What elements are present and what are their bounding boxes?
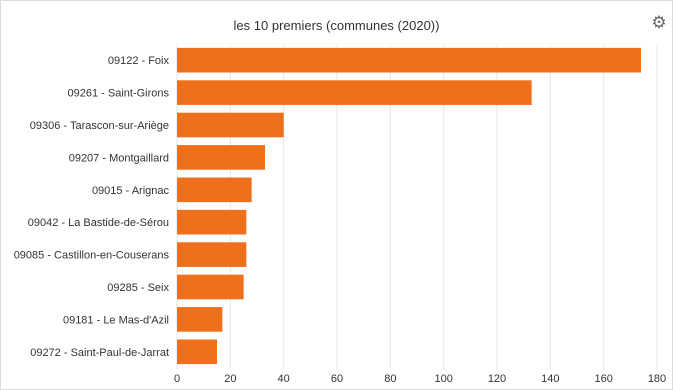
x-tick-label: 180 — [648, 373, 666, 385]
x-tick-label: 100 — [434, 373, 452, 385]
gear-icon[interactable]: ⚙ — [651, 13, 667, 32]
bar[interactable] — [177, 47, 641, 73]
category-label: 09306 - Tarascon-sur-Ariège — [30, 120, 169, 132]
x-tick-label: 0 — [174, 373, 180, 385]
category-label: 09261 - Saint-Girons — [68, 88, 170, 100]
x-tick-label: 140 — [541, 373, 559, 385]
category-label: 09285 - Seix — [107, 282, 169, 294]
bar[interactable] — [177, 209, 247, 235]
bar[interactable] — [177, 307, 223, 332]
category-label: 09042 - La Bastide-de-Sérou — [28, 217, 169, 229]
x-tick-label: 160 — [594, 373, 612, 385]
x-axis-ticks: 0 20 40 60 80 100 120 140 160 180 — [174, 373, 666, 385]
bar[interactable] — [177, 242, 247, 267]
category-labels: 09122 - Foix 09261 - Saint-Girons 09306 - … — [14, 55, 170, 359]
category-label: 09207 - Montgaillard — [69, 152, 169, 164]
x-tick-label: 40 — [278, 373, 290, 385]
bar[interactable] — [177, 274, 244, 300]
x-tick-label: 20 — [224, 373, 236, 385]
chart-title: les 10 premiers (communes (2020)) — [233, 18, 440, 33]
x-tick-label: 120 — [488, 373, 506, 385]
bar[interactable] — [177, 112, 284, 138]
category-label: 09015 - Arignac — [92, 185, 170, 197]
bars — [177, 47, 641, 365]
x-tick-label: 80 — [384, 373, 396, 385]
category-label: 09085 - Castillon-en-Couserans — [14, 250, 170, 262]
bar[interactable] — [177, 339, 217, 365]
x-tick-label: 60 — [331, 373, 343, 385]
category-label: 09181 - Le Mas-d'Azil — [63, 314, 169, 326]
bar[interactable] — [177, 145, 265, 170]
bar[interactable] — [177, 80, 532, 105]
bar[interactable] — [177, 177, 252, 203]
category-label: 09272 - Saint-Paul-de-Jarrat — [30, 347, 169, 359]
category-label: 09122 - Foix — [108, 55, 170, 67]
